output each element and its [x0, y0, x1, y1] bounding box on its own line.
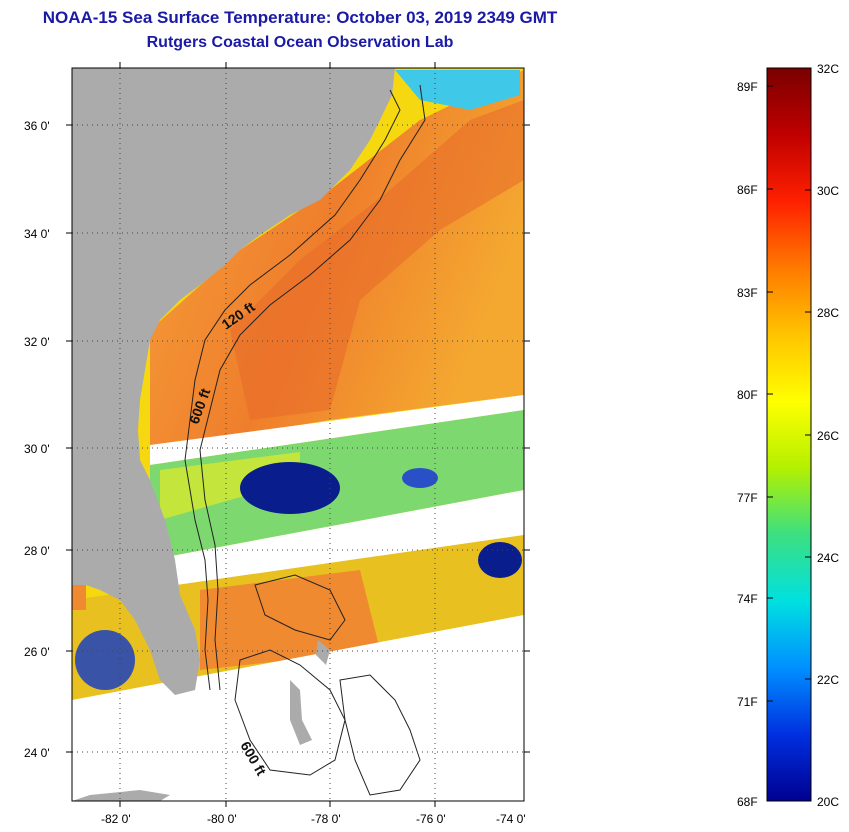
- fahrenheit-label: 74F: [737, 592, 758, 606]
- lat-label: 28 0': [24, 544, 50, 558]
- celsius-label: 28C: [817, 306, 839, 320]
- lat-label: 26 0': [24, 645, 50, 659]
- bahamas-island: [316, 640, 330, 665]
- celsius-label: 32C: [817, 62, 839, 76]
- southern-scan-warm: [200, 570, 380, 670]
- fahrenheit-label: 80F: [737, 388, 758, 402]
- cold-patch: [240, 462, 340, 514]
- map-title: NOAA-15 Sea Surface Temperature: October…: [42, 8, 558, 27]
- fahrenheit-label: 86F: [737, 183, 758, 197]
- colorbar-gradient: [766, 67, 812, 802]
- lon-label: -78 0': [311, 812, 341, 826]
- contour-bahamas: [234, 649, 346, 776]
- cloud-band-north: [150, 395, 524, 465]
- fahrenheit-label: 77F: [737, 491, 758, 505]
- map-frame: [71, 67, 525, 802]
- lon-label: -82 0': [101, 812, 131, 826]
- contour-600ft: [199, 84, 426, 691]
- bahamas-island: [290, 680, 312, 745]
- contour-bank: [254, 574, 346, 641]
- cuba-coast: [72, 790, 170, 801]
- fahrenheit-label: 89F: [737, 80, 758, 94]
- celsius-label: 30C: [817, 184, 839, 198]
- fahrenheit-label: 83F: [737, 286, 758, 300]
- lat-label: 36 0': [24, 119, 50, 133]
- lon-label: -80 0': [207, 812, 237, 826]
- gulf-stream-core: [230, 100, 524, 420]
- lat-label: 24 0': [24, 746, 50, 760]
- celsius-label: 26C: [817, 429, 839, 443]
- lon-label: -74 0': [496, 812, 526, 826]
- colorbar-ticks: [767, 85, 811, 702]
- celsius-label: 22C: [817, 673, 839, 687]
- lat-label: 30 0': [24, 442, 50, 456]
- celsius-label: 20C: [817, 795, 839, 809]
- keys-cold-patch: [75, 630, 135, 690]
- contour-bahamas-east: [339, 674, 421, 796]
- fahrenheit-label: 71F: [737, 695, 758, 709]
- southern-cold-patch: [478, 542, 522, 578]
- cold-patch-small: [402, 468, 438, 488]
- celsius-label: 24C: [817, 551, 839, 565]
- land-mainland: [72, 68, 395, 695]
- lon-label: -76 0': [416, 812, 446, 826]
- graticule: [72, 68, 524, 801]
- land-panhandle: [72, 68, 86, 585]
- fahrenheit-label: 68F: [737, 795, 758, 809]
- lat-label: 32 0': [24, 335, 50, 349]
- contour-120ft: [184, 89, 401, 691]
- northern-cool-water: [395, 70, 520, 110]
- lat-label: 34 0': [24, 227, 50, 241]
- map-subtitle: Rutgers Coastal Ocean Observation Lab: [146, 34, 454, 51]
- tick-marks: [66, 62, 530, 807]
